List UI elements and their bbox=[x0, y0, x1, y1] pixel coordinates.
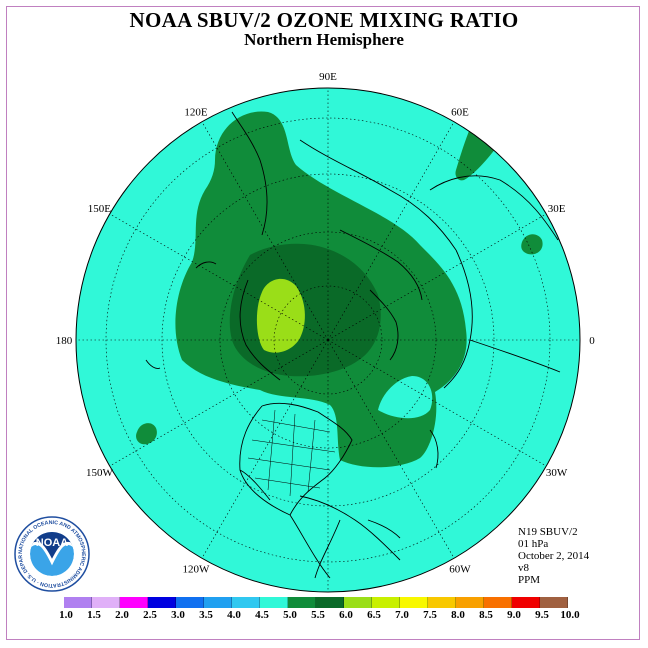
color-swatch bbox=[540, 597, 568, 608]
color-swatch bbox=[428, 597, 456, 608]
color-scale-tick: 7.0 bbox=[395, 609, 409, 621]
color-scale-tick: 9.5 bbox=[535, 609, 549, 621]
color-swatch bbox=[456, 597, 484, 608]
color-swatch bbox=[92, 597, 120, 608]
color-swatch bbox=[232, 597, 260, 608]
color-scale-tick: 6.5 bbox=[367, 609, 381, 621]
map-subtitle: Northern Hemisphere bbox=[244, 30, 404, 49]
ozone-contour-5-0-pacific bbox=[136, 423, 157, 445]
color-swatch bbox=[316, 597, 344, 608]
image-frame bbox=[6, 6, 640, 640]
color-scale bbox=[64, 597, 568, 608]
longitude-label: 30W bbox=[546, 467, 568, 479]
state-borders bbox=[247, 409, 336, 497]
info-instrument: N19 SBUV/2 bbox=[518, 526, 578, 538]
color-swatch bbox=[512, 597, 540, 608]
color-scale-tick: 3.0 bbox=[171, 609, 185, 621]
logo-bird-field bbox=[30, 532, 74, 562]
longitude-label: 60E bbox=[451, 106, 469, 118]
color-scale-tick: 5.0 bbox=[283, 609, 297, 621]
map-title: NOAA SBUV/2 OZONE MIXING RATIO bbox=[129, 8, 519, 32]
color-swatch bbox=[64, 597, 92, 608]
logo-bird-icon bbox=[30, 541, 74, 566]
longitude-label: 90E bbox=[319, 71, 337, 83]
map-boundary bbox=[75, 87, 581, 593]
color-scale-tick: 1.0 bbox=[59, 609, 73, 621]
color-scale-ticks: 1.0 1.5 2.0 2.5 3.0 3.5 4.0 4.5 5.0 5.5 6.0 6.5 7.0 7… bbox=[59, 609, 584, 623]
color-scale-tick: 8.0 bbox=[451, 609, 465, 621]
longitude-label: 120E bbox=[184, 106, 208, 118]
color-scale-tick: 4.0 bbox=[227, 609, 241, 621]
ozone-low-atlantic bbox=[378, 376, 433, 419]
color-scale-tick: 1.5 bbox=[87, 609, 101, 621]
color-scale-tick: 3.5 bbox=[199, 609, 213, 621]
color-swatch bbox=[372, 597, 400, 608]
logo-name: NOAA bbox=[36, 537, 68, 549]
color-swatch bbox=[120, 597, 148, 608]
color-scale-tick: 5.5 bbox=[311, 609, 325, 621]
ozone-contour-5-0-spot bbox=[521, 234, 543, 255]
color-scale-tick: 2.5 bbox=[143, 609, 157, 621]
info-date: October 2, 2014 bbox=[518, 550, 590, 562]
color-scale-tick: 9.0 bbox=[507, 609, 521, 621]
noaa-logo: NATIONAL OCEANIC AND ATMOSPHERIC ADMINIS… bbox=[14, 516, 90, 592]
color-scale-tick: 6.0 bbox=[339, 609, 353, 621]
longitude-label: 120W bbox=[183, 564, 211, 576]
longitude-label: 60W bbox=[449, 564, 471, 576]
color-scale-tick: 2.0 bbox=[115, 609, 129, 621]
longitude-label: 30E bbox=[548, 203, 566, 215]
info-block: N19 SBUV/2 01 hPa October 2, 2014 v8 PPM bbox=[518, 526, 589, 586]
color-scale-tick: 4.5 bbox=[255, 609, 269, 621]
color-swatch bbox=[484, 597, 512, 608]
info-version: v8 bbox=[518, 562, 529, 574]
longitude-label: 180 bbox=[56, 335, 73, 347]
info-units: PPM bbox=[518, 574, 541, 586]
coastlines bbox=[145, 111, 561, 579]
color-swatch bbox=[148, 597, 176, 608]
color-scale-tick: 8.5 bbox=[479, 609, 493, 621]
color-swatch bbox=[400, 597, 428, 608]
color-swatch bbox=[260, 597, 288, 608]
info-level: 01 hPa bbox=[518, 538, 549, 550]
longitude-label: 150W bbox=[86, 467, 114, 479]
color-swatch bbox=[288, 597, 316, 608]
color-swatch bbox=[204, 597, 232, 608]
color-swatch bbox=[176, 597, 204, 608]
longitude-label: 150E bbox=[88, 203, 112, 215]
color-swatch bbox=[344, 597, 372, 608]
color-scale-tick: 10.0 bbox=[560, 609, 580, 621]
color-scale-tick: 7.5 bbox=[423, 609, 437, 621]
longitude-label: 0 bbox=[589, 335, 595, 347]
ozone-contour-6-0 bbox=[256, 278, 305, 353]
